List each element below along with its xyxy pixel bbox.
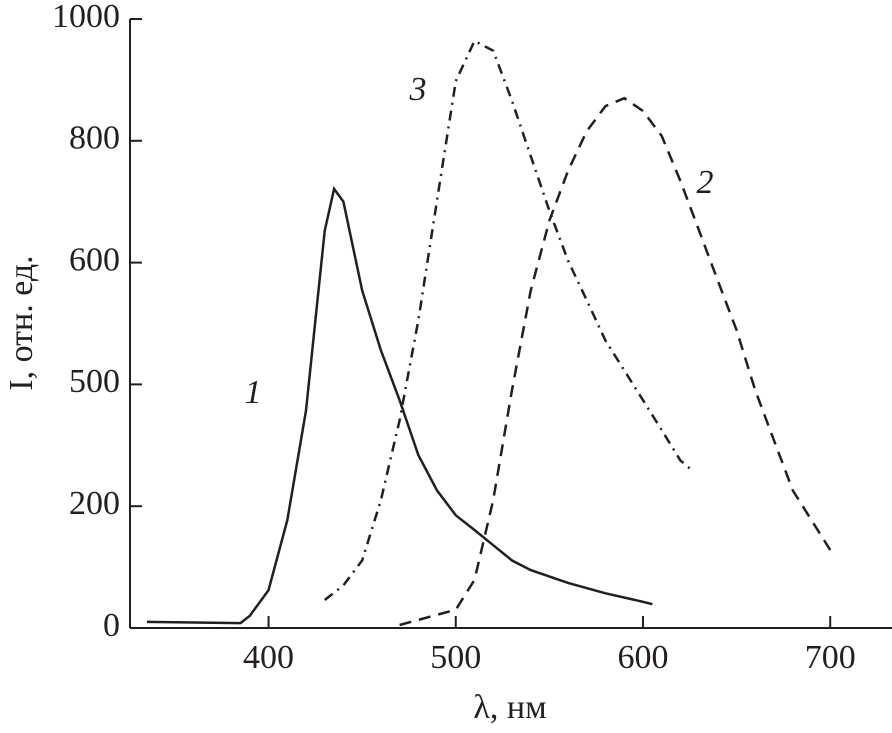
x-tick-label: 600 <box>617 639 668 676</box>
x-axis-label: λ, нм <box>473 689 546 726</box>
y-tick-label: 600 <box>69 241 120 278</box>
y-tick-label: 0 <box>103 607 120 644</box>
y-tick-label: 200 <box>69 485 120 522</box>
y-tick-label: 500 <box>69 363 120 400</box>
curve <box>146 185 653 625</box>
x-tick-label: 700 <box>805 639 856 676</box>
y-tick-label: 1000 <box>52 0 120 35</box>
y-axis-label: I, отн. ед. <box>3 255 40 390</box>
x-tick-label: 400 <box>243 639 294 676</box>
y-tick-label: 800 <box>69 120 120 157</box>
curve <box>323 39 691 601</box>
curve-label: 2 <box>697 164 714 201</box>
curve-label: 3 <box>409 71 427 108</box>
x-tick-label: 500 <box>430 639 481 676</box>
curve <box>399 96 832 627</box>
curve-label: 1 <box>245 374 262 411</box>
